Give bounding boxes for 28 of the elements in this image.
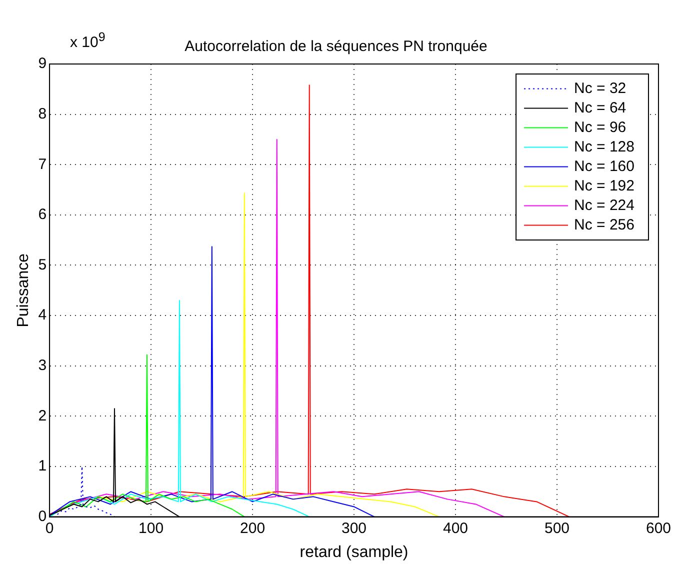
legend-label: Nc = 128 — [574, 138, 634, 156]
legend-label: Nc = 96 — [574, 118, 626, 136]
y-tick-label: 3 — [38, 357, 47, 374]
x-tick-label: 300 — [342, 520, 367, 537]
x-tick-label: 100 — [138, 520, 164, 537]
y-tick-label: 6 — [38, 206, 47, 224]
legend-label: Nc = 160 — [574, 158, 634, 175]
x-tick-label: 600 — [646, 520, 671, 537]
legend-label: Nc = 224 — [574, 196, 634, 214]
y-tick-label: 5 — [38, 256, 47, 274]
y-axis-title: Puissance — [15, 253, 32, 328]
legend-label: Nc = 64 — [574, 99, 626, 116]
legend-label: Nc = 32 — [574, 80, 626, 97]
y-tick-label: 1 — [38, 458, 47, 475]
x-axis-title: retard (sample) — [300, 544, 408, 561]
text: x 10$^{9}$ — [70, 30, 106, 51]
y-tick-label: 0 — [38, 508, 47, 525]
chart-title: Autocorrelation de la séquences PN tronquée — [184, 38, 488, 56]
y-tick-label: 2 — [38, 407, 47, 424]
x-tick-label: 200 — [240, 520, 266, 537]
y-tick-label: 9 — [38, 55, 47, 72]
y-tick-label: 4 — [38, 306, 47, 324]
y-tick-label: 7 — [38, 156, 47, 173]
x-tick-label: 500 — [544, 520, 570, 537]
legend-label: Nc = 192 — [574, 177, 634, 194]
y-tick-label: 8 — [38, 105, 47, 122]
x-tick-label: 400 — [442, 520, 468, 537]
legend-label: Nc = 256 — [574, 216, 634, 234]
